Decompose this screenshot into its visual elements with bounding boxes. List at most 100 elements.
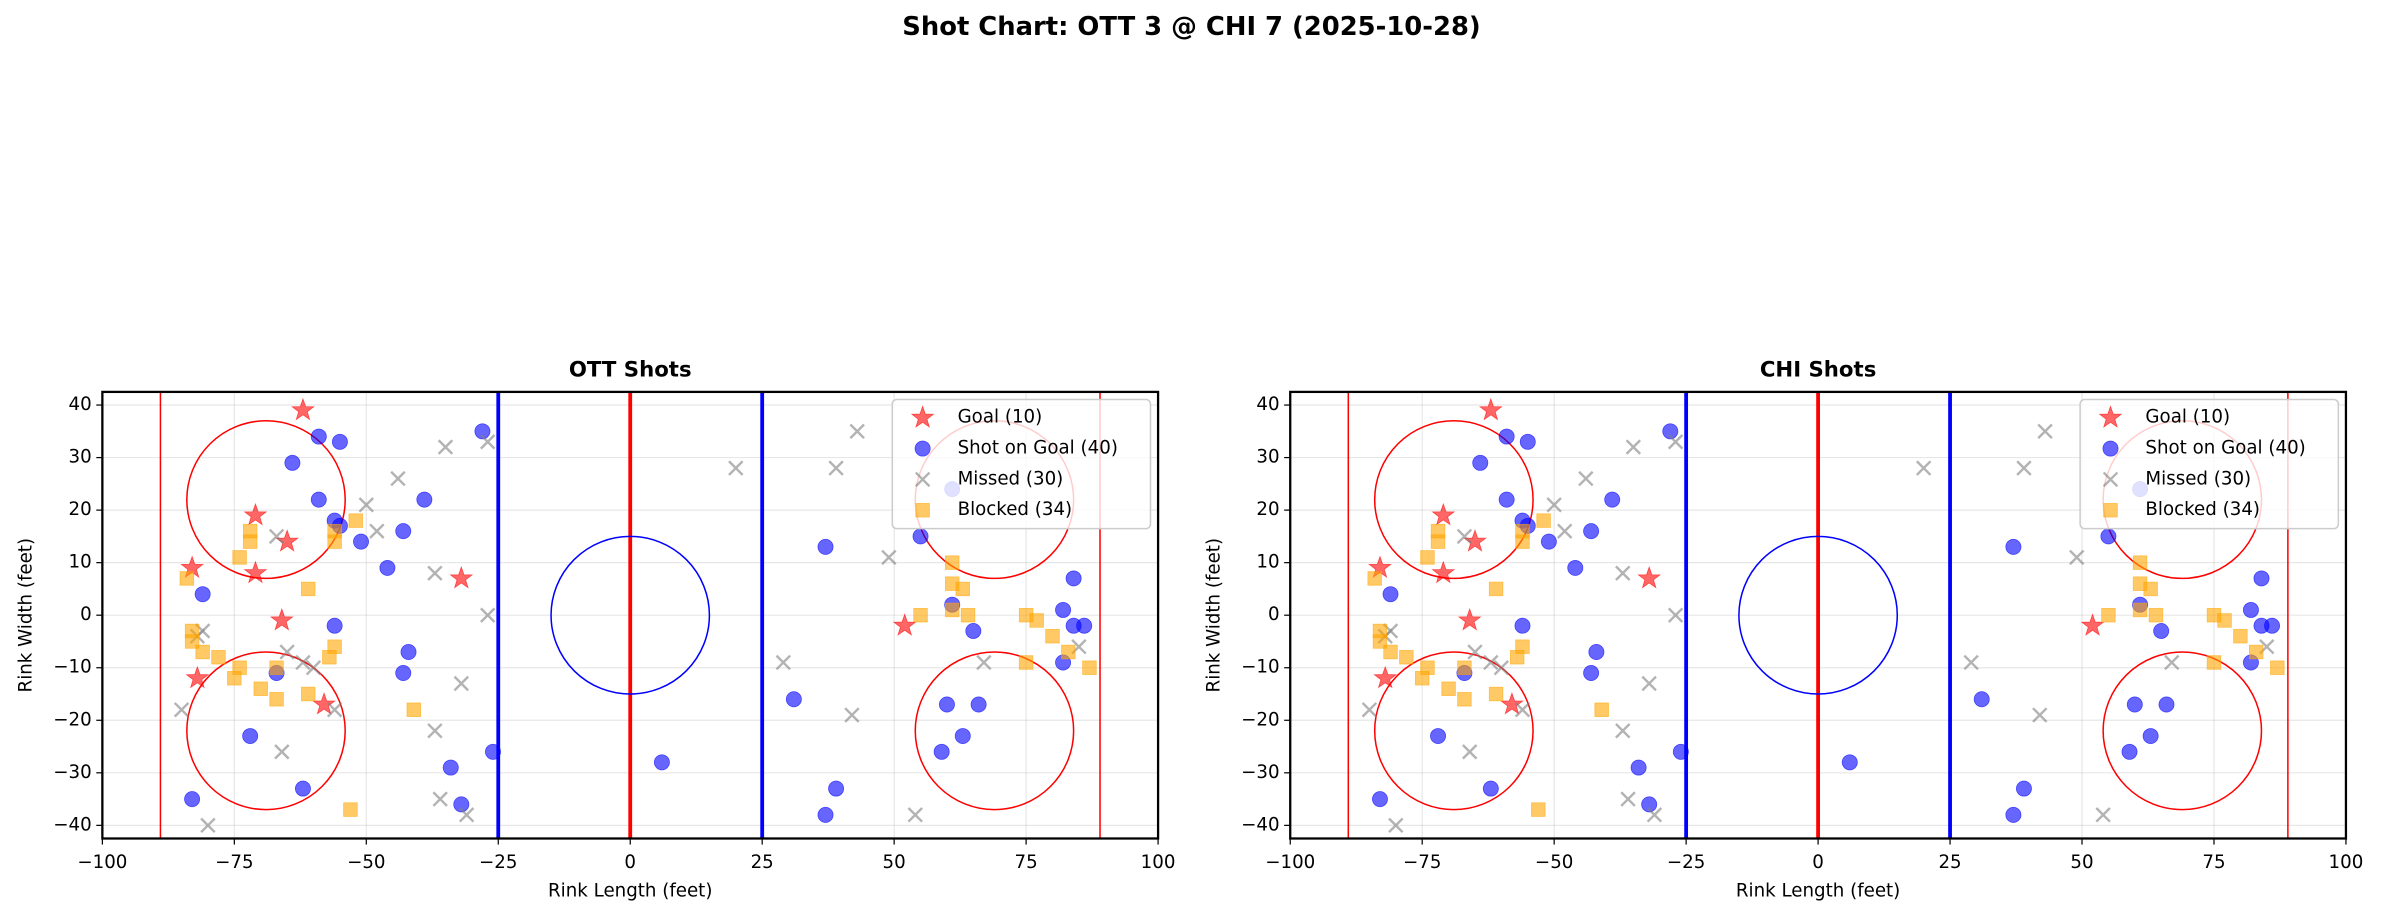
goal-marker xyxy=(312,691,336,715)
legend-label: Shot on Goal (40) xyxy=(2145,438,2305,459)
blocked-marker xyxy=(2233,628,2248,644)
missed-marker xyxy=(1483,654,1499,671)
missed-marker xyxy=(1456,528,1473,545)
legend-label: Missed (30) xyxy=(958,468,1064,489)
goal-marker xyxy=(1431,560,1456,584)
missed-marker xyxy=(173,702,190,718)
y-tick-label: −30 xyxy=(1241,762,1279,783)
legend-label: Goal (10) xyxy=(958,407,1043,428)
legend: Goal (10) Shot on Goal (40) Missed (30) Blo… xyxy=(891,398,1152,530)
y-axis-label: Rink Width (feet) xyxy=(1203,538,1224,693)
y-tick-label: 10 xyxy=(1256,552,1279,573)
shot-marker xyxy=(326,617,343,634)
blocked-marker xyxy=(179,571,195,586)
shot-marker xyxy=(1514,617,1531,634)
goal-marker xyxy=(1373,665,1398,689)
shot-marker xyxy=(1540,533,1557,550)
blocked-marker xyxy=(2101,607,2116,623)
shot-marker xyxy=(1630,759,1647,776)
y-tick-label: 40 xyxy=(1256,394,1279,415)
missed-marker xyxy=(1557,523,1573,539)
blocked-marker xyxy=(343,802,358,817)
blocked-marker xyxy=(945,602,960,618)
x-tick-label: 75 xyxy=(2202,852,2225,873)
x-tick-label: 25 xyxy=(751,852,774,873)
x-tick-label: −50 xyxy=(1535,852,1573,873)
x-tick-label: −25 xyxy=(1667,852,1705,873)
blocked-marker xyxy=(1029,613,1044,628)
shot-marker xyxy=(1498,428,1515,445)
missed-marker xyxy=(432,791,448,807)
blocked-marker xyxy=(1082,660,1097,675)
shot-marker xyxy=(284,454,301,471)
shot-marker xyxy=(294,780,311,797)
x-tick-label: −25 xyxy=(479,852,517,873)
y-tick-label: 20 xyxy=(69,499,92,520)
shot-marker xyxy=(2126,696,2143,713)
shot-marker xyxy=(453,796,470,813)
blocked-marker xyxy=(327,534,342,549)
goal-marker xyxy=(892,613,917,636)
faceoff-circle xyxy=(2102,651,2263,811)
subplot: −100 −75 −50 −25 0 25 50 75 100−40−30−20−1001020… xyxy=(1203,358,2363,902)
figure-title: Shot Chart: OTT 3 @ CHI 7 (2025-10-28) xyxy=(902,12,1480,42)
missed-marker xyxy=(1493,660,1510,676)
blocked-marker xyxy=(2270,660,2285,675)
blocked-marker xyxy=(1430,534,1446,549)
shot-marker xyxy=(2242,601,2259,618)
y-tick-label: 30 xyxy=(1256,447,1279,468)
x-tick-label: −100 xyxy=(1265,852,1315,873)
goal-marker xyxy=(1500,691,1524,715)
blocked-marker xyxy=(913,607,928,623)
goal-marker xyxy=(243,502,268,526)
x-axis-label: Rink Length (feet) xyxy=(1736,881,1900,902)
missed-marker xyxy=(775,654,791,671)
blocked-marker xyxy=(232,550,247,565)
shot-marker xyxy=(379,559,396,576)
shot-marker xyxy=(1583,523,1600,540)
shot-marker xyxy=(474,423,491,440)
axes-frame xyxy=(1289,390,2348,840)
blocked-marker xyxy=(242,534,258,549)
missed-marker xyxy=(369,523,385,539)
blocked-marker xyxy=(1367,571,1382,586)
missed-marker xyxy=(976,654,992,671)
goal-marker xyxy=(2080,613,2105,636)
shot-marker xyxy=(2153,622,2170,639)
missed-marker xyxy=(480,607,496,623)
missed-marker xyxy=(2016,460,2032,476)
blocked-marker xyxy=(1061,644,1076,660)
shot-marker xyxy=(416,491,433,508)
shot-marker xyxy=(1841,754,1858,771)
blocked-marker xyxy=(915,503,930,518)
axes-frame xyxy=(101,390,1160,840)
shot-marker xyxy=(2005,806,2022,823)
x-tick-label: −75 xyxy=(215,852,253,873)
legend-label: Blocked (34) xyxy=(958,499,1073,520)
shot-marker xyxy=(817,538,834,555)
x-tick-label: −75 xyxy=(1403,852,1441,873)
x-tick-label: 50 xyxy=(883,852,906,873)
goal-marker xyxy=(185,665,210,689)
blocked-marker xyxy=(1457,692,1472,707)
y-tick-label: 40 xyxy=(69,394,92,415)
blocked-marker xyxy=(2132,555,2148,570)
missed-marker xyxy=(1467,644,1483,660)
shot-marker xyxy=(1662,423,1679,440)
shot-marker xyxy=(1498,491,1515,508)
blocked-marker xyxy=(1399,650,1414,665)
goal-marker xyxy=(1478,397,1503,421)
missed-marker xyxy=(1620,791,1636,807)
blocked-marker xyxy=(2206,655,2222,670)
blocked-marker xyxy=(1018,655,1034,670)
missed-marker xyxy=(279,644,295,660)
blocked-marker xyxy=(1536,513,1551,528)
legend-label: Missed (30) xyxy=(2145,468,2251,489)
blocked-marker xyxy=(960,607,976,623)
missed-marker xyxy=(1915,460,1932,476)
faceoff-circle xyxy=(1373,420,1534,580)
blocked-marker xyxy=(348,513,363,528)
shot-marker xyxy=(653,754,670,771)
rink xyxy=(1347,391,2289,839)
